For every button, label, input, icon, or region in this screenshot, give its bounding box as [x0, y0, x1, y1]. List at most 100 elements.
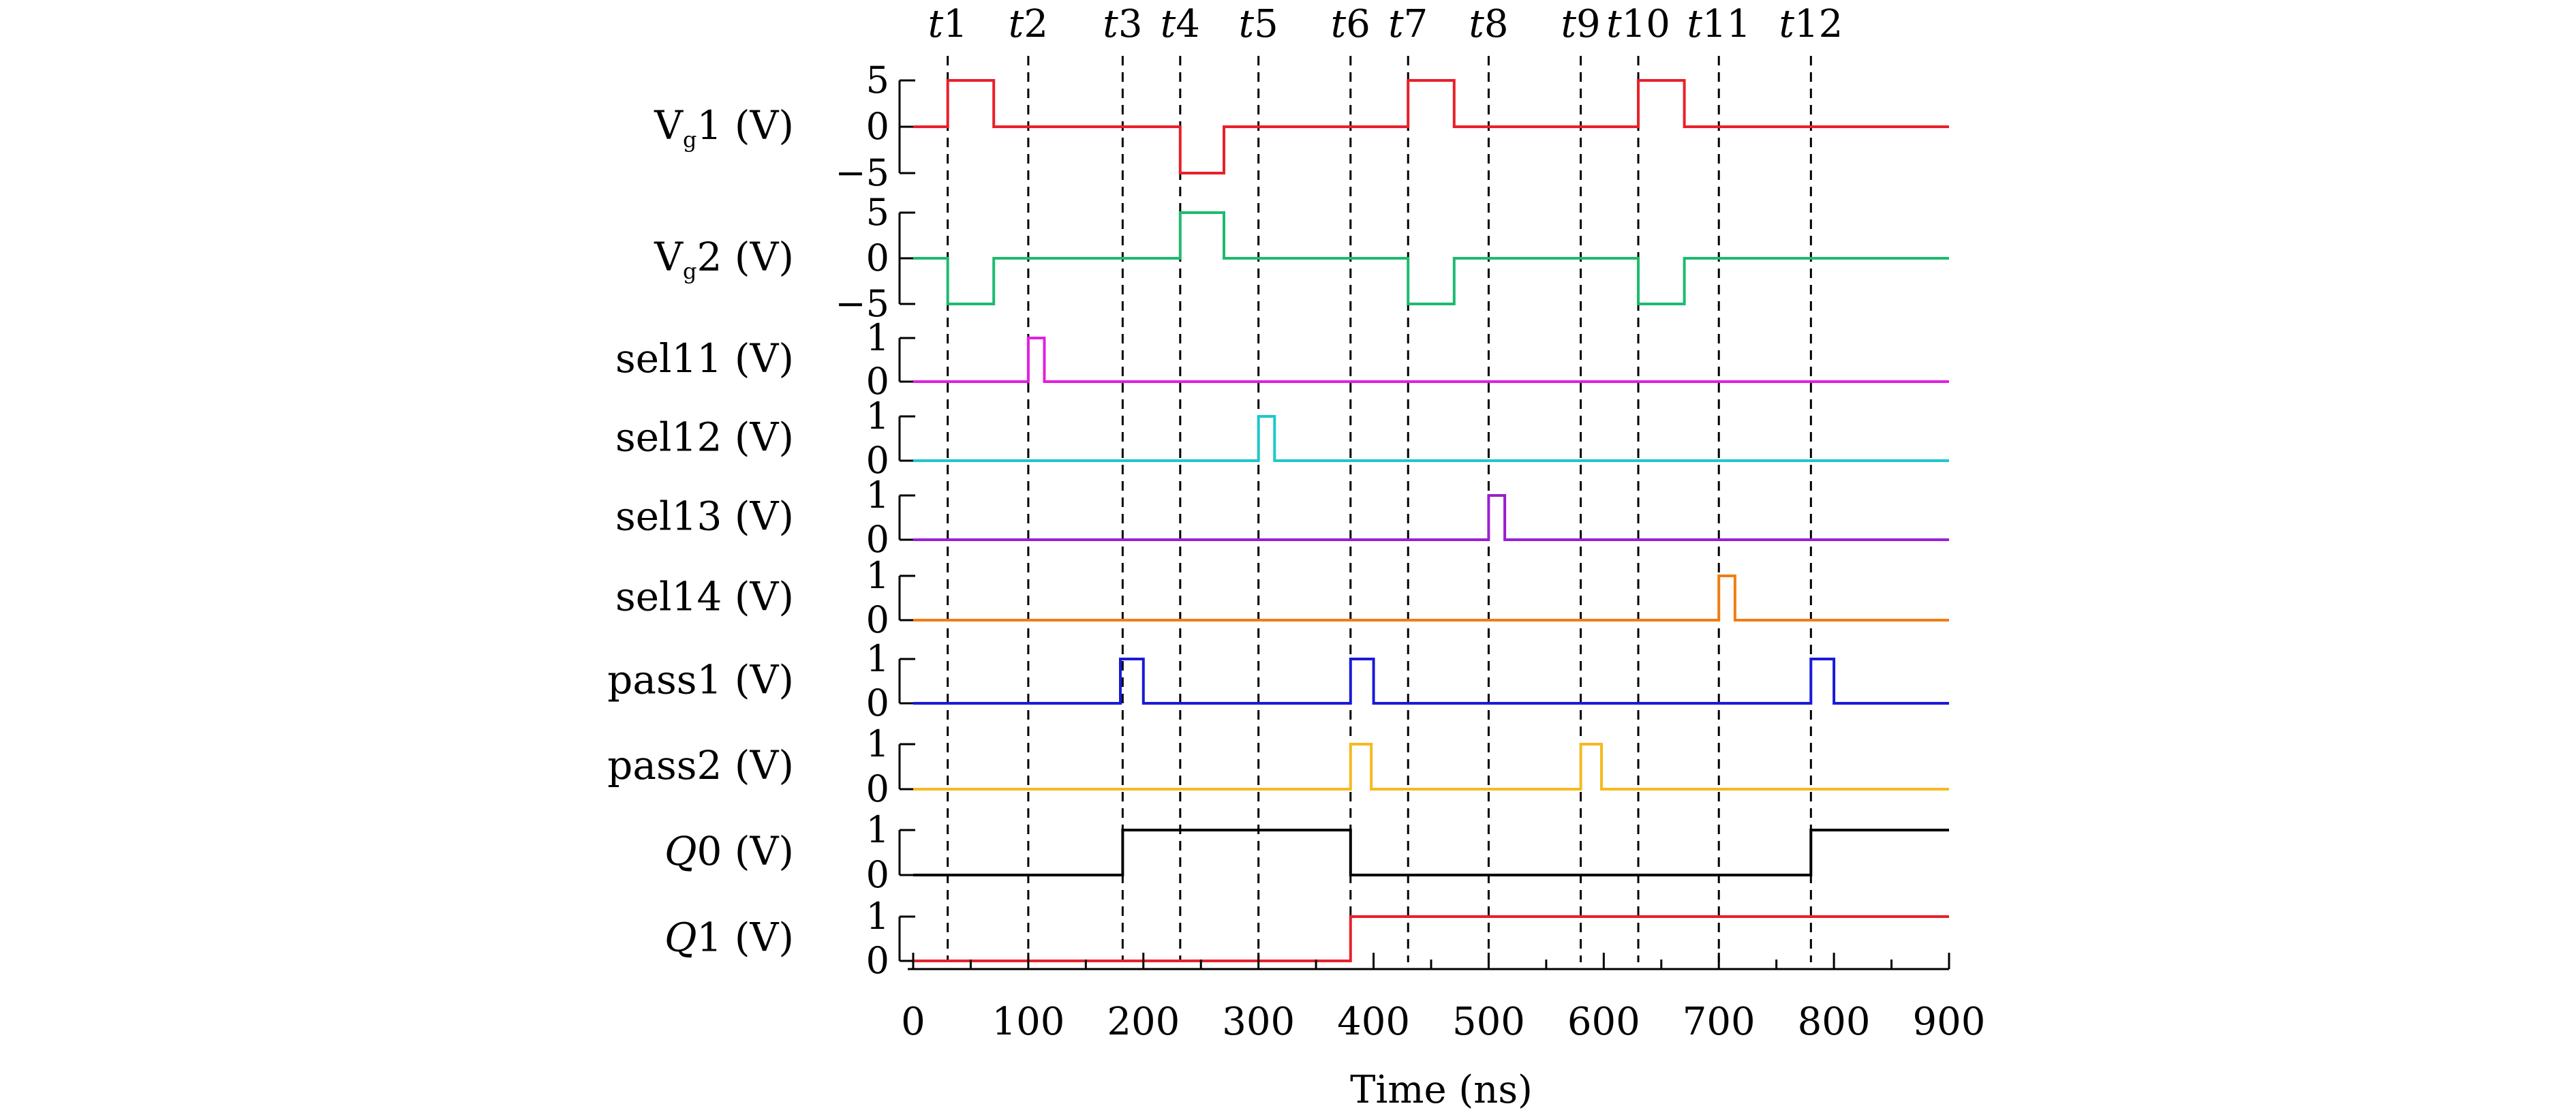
signal-panel-1: 50−5 Vg2 (V) — [654, 191, 1949, 325]
time-marker-label-t: t — [1687, 2, 1702, 46]
signal-panel-3: 10 sel12 (V) — [615, 395, 1949, 482]
y-tick-label: 0 — [866, 518, 889, 561]
time-marker-label-t: t — [928, 2, 944, 46]
y-tick-label: −5 — [835, 282, 889, 325]
series-label: sel13 (V) — [615, 493, 794, 540]
series-line — [913, 79, 1949, 174]
x-tick-label: 300 — [1222, 1000, 1295, 1044]
time-marker-label-index: 1 — [943, 2, 968, 46]
time-marker-label: t12 — [1779, 2, 1843, 46]
series-label: pass2 (V) — [607, 742, 794, 788]
series-label: sel14 (V) — [615, 574, 794, 620]
time-marker-label: t11 — [1687, 2, 1751, 46]
time-marker-label: t3 — [1103, 2, 1142, 46]
time-marker-label-index: 12 — [1794, 2, 1843, 46]
x-tick-label: 600 — [1567, 1000, 1640, 1044]
time-marker-label-index: 4 — [1176, 2, 1200, 46]
time-marker-label-index: 3 — [1118, 2, 1143, 46]
y-tick-label: 1 — [866, 474, 889, 517]
x-axis-label: Time (ns) — [1350, 1068, 1533, 1112]
time-markers: t1 t2 t3 t4 t5 t6 t7 t8 t9 t10 t11 t12 — [928, 2, 1843, 962]
signal-panel-9: 10 Q1 (V) — [664, 895, 1949, 982]
time-marker-label-index: 6 — [1346, 2, 1370, 46]
series-label-subscript: g — [683, 258, 696, 284]
series-label-rest: 1 (V) — [697, 102, 794, 149]
y-tick-label: 1 — [866, 637, 889, 680]
time-marker-label-index: 9 — [1576, 2, 1601, 46]
y-tick-label: 5 — [866, 191, 889, 234]
time-marker-label: t10 — [1606, 2, 1670, 46]
series-label: Vg2 (V) — [654, 234, 794, 284]
time-marker-label: t5 — [1239, 2, 1278, 46]
series-label-main: V — [654, 102, 684, 149]
x-tick-label: 800 — [1798, 1000, 1871, 1044]
series-label-rest: 1 (V) — [697, 915, 794, 961]
time-marker-label-t: t — [1388, 2, 1404, 46]
series-label-main: V — [654, 234, 684, 280]
y-tick-label: 1 — [866, 895, 889, 938]
y-tick-label: 1 — [866, 395, 889, 438]
time-marker-label-t: t — [1009, 2, 1024, 46]
y-tick-label: 0 — [866, 853, 889, 896]
signal-panel-4: 10 sel13 (V) — [615, 474, 1949, 561]
time-marker-label: t7 — [1388, 2, 1428, 46]
time-marker-label-t: t — [1331, 2, 1347, 46]
x-tick-label: 400 — [1337, 1000, 1410, 1044]
series-label: Q0 (V) — [664, 828, 794, 874]
time-marker-label-t: t — [1779, 2, 1794, 46]
y-tick-label: 1 — [866, 316, 889, 359]
y-tick-label: 1 — [866, 722, 889, 765]
series-line — [913, 743, 1949, 791]
series-line — [913, 337, 1949, 383]
y-tick-label: 0 — [866, 439, 889, 482]
y-tick-label: −5 — [835, 151, 889, 194]
time-marker-label-index: 11 — [1702, 2, 1751, 46]
y-tick-label: 0 — [866, 105, 889, 148]
time-marker-label-index: 7 — [1404, 2, 1428, 46]
time-marker-label-index: 5 — [1254, 2, 1278, 46]
signal-panel-2: 10 sel11 (V) — [615, 316, 1949, 403]
time-marker-label-index: 8 — [1484, 2, 1509, 46]
signal-panel-6: 10 pass1 (V) — [607, 637, 1949, 724]
x-tick-label: 500 — [1452, 1000, 1525, 1044]
series-line — [913, 211, 1949, 305]
series-line — [913, 494, 1949, 541]
series-label: pass1 (V) — [607, 657, 794, 703]
time-marker-label-t: t — [1239, 2, 1255, 46]
time-marker-label-t: t — [1561, 2, 1576, 46]
y-tick-label: 0 — [866, 360, 889, 403]
series-line — [913, 829, 1949, 876]
time-marker-label-t: t — [1161, 2, 1176, 46]
time-marker-label: t8 — [1469, 2, 1508, 46]
x-tick-label: 700 — [1683, 1000, 1755, 1044]
series-label: Vg1 (V) — [654, 102, 794, 153]
y-tick-label: 1 — [866, 554, 889, 597]
time-marker-label-t: t — [1606, 2, 1622, 46]
x-axis: 0 100 200 300 400 500 600 700 800 900 — [901, 953, 1985, 1044]
time-marker-label-index: 10 — [1622, 2, 1670, 46]
y-tick-label: 0 — [866, 767, 889, 810]
series-label-italic: Q — [664, 915, 697, 961]
y-tick-label: 5 — [866, 59, 889, 102]
x-tick-label: 100 — [992, 1000, 1064, 1044]
series-label-italic: Q — [664, 828, 697, 874]
x-tick-label: 200 — [1107, 1000, 1180, 1044]
y-tick-label: 0 — [866, 681, 889, 724]
y-tick-label: 0 — [866, 939, 889, 982]
series-line — [913, 915, 1949, 962]
time-marker-label-t: t — [1103, 2, 1118, 46]
series-label-subscript: g — [683, 127, 696, 153]
y-tick-label: 0 — [866, 598, 889, 641]
signal-panel-8: 10 Q0 (V) — [664, 808, 1949, 896]
series-label-rest: 2 (V) — [697, 234, 794, 280]
y-tick-label: 1 — [866, 808, 889, 851]
x-tick-label: 0 — [901, 1000, 925, 1044]
series-label-rest: 0 (V) — [697, 828, 794, 874]
time-marker-label: t2 — [1009, 2, 1048, 46]
signal-panel-7: 10 pass2 (V) — [607, 722, 1949, 810]
signal-panel-0: 50−5 Vg1 (V) — [654, 59, 1949, 194]
time-marker-label: t1 — [928, 2, 968, 46]
series-label: sel11 (V) — [615, 335, 794, 382]
